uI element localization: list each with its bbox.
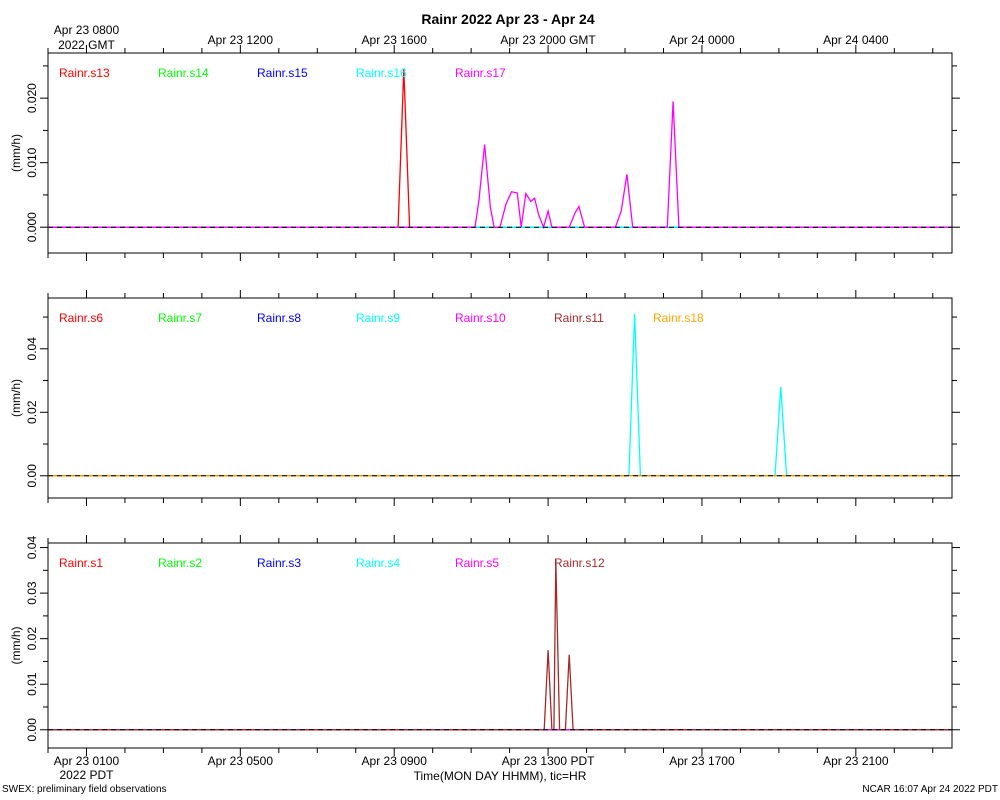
legend-label-Rainr.s10: Rainr.s10 <box>455 311 506 325</box>
bottom-axis-year-label: 2022 PDT <box>59 768 114 782</box>
legend-label-Rainr.s18: Rainr.s18 <box>653 311 704 325</box>
bottom-axis-tick-label: Apr 23 0500 <box>208 754 274 768</box>
y-tick-label: 0.04 <box>25 536 39 560</box>
bottom-axis-tick-label: Apr 23 2100 <box>823 754 889 768</box>
y-tick-label: 0.02 <box>25 400 39 424</box>
y-tick-label: 0.000 <box>25 212 39 242</box>
legend-label-Rainr.s15: Rainr.s15 <box>257 66 308 80</box>
top-axis-tick-label: Apr 23 0800 <box>54 23 120 37</box>
bottom-axis-tick-label: Apr 23 1300 PDT <box>502 754 595 768</box>
legend-label-Rainr.s4: Rainr.s4 <box>356 556 400 570</box>
legend-label-Rainr.s16: Rainr.s16 <box>356 66 407 80</box>
top-axis-tick-label: Apr 24 0000 <box>669 33 735 47</box>
footer-right-note: NCAR 16:07 Apr 24 2022 PDT <box>862 784 998 795</box>
series-line-Rainr.s12 <box>48 559 952 731</box>
legend-label-Rainr.s13: Rainr.s13 <box>59 66 110 80</box>
series-line-Rainr.s13 <box>48 69 952 228</box>
y-tick-label: 0.010 <box>25 147 39 177</box>
legend-label-Rainr.s1: Rainr.s1 <box>59 556 103 570</box>
chart-title: Rainr 2022 Apr 23 - Apr 24 <box>421 11 594 27</box>
y-tick-label: 0.020 <box>25 83 39 113</box>
chart-panel-3: 0.00 0.01 0.02 0.03 0.04 (mm/h) Rainr.s1 Rainr.… <box>9 535 960 756</box>
legend-label-Rainr.s17: Rainr.s17 <box>455 66 506 80</box>
legend-label-Rainr.s14: Rainr.s14 <box>158 66 209 80</box>
chart-panel-2: 0.00 0.02 0.04 (mm/h) Rainr.s6 Rainr.s7 Rainr.… <box>9 290 960 506</box>
legend-label-Rainr.s6: Rainr.s6 <box>59 311 103 325</box>
top-axis-tick-label: Apr 24 0400 <box>823 33 889 47</box>
legend-label-Rainr.s8: Rainr.s8 <box>257 311 301 325</box>
y-axis-label: (mm/h) <box>9 134 23 172</box>
y-axis-label: (mm/h) <box>9 379 23 417</box>
legend-label-Rainr.s2: Rainr.s2 <box>158 556 202 570</box>
legend-label-Rainr.s5: Rainr.s5 <box>455 556 499 570</box>
footer-left-note: SWEX: preliminary field observations <box>2 784 167 795</box>
y-tick-label: 0.01 <box>25 672 39 696</box>
top-axis-year-label: 2022 GMT <box>58 38 115 52</box>
y-tick-label: 0.00 <box>25 718 39 742</box>
legend-label-Rainr.s3: Rainr.s3 <box>257 556 301 570</box>
y-tick-label: 0.03 <box>25 581 39 605</box>
legend-label-Rainr.s11: Rainr.s11 <box>554 311 604 325</box>
x-axis-label: Time(MON DAY HHMM), tic=HR <box>414 769 587 783</box>
plot-frame <box>47 542 953 749</box>
y-axis-label: (mm/h) <box>9 627 23 665</box>
series-line-Rainr.s17 <box>48 101 952 230</box>
legend-label-Rainr.s9: Rainr.s9 <box>356 311 400 325</box>
legend-label-Rainr.s7: Rainr.s7 <box>158 311 202 325</box>
bottom-axis-tick-label: Apr 23 1700 <box>669 754 735 768</box>
plot-frame <box>47 52 953 254</box>
chart-panel-1: 0.000 0.010 0.020 (mm/h) Rainr.s13 Rainr.s14 R… <box>9 45 960 261</box>
series-line-Rainr.s9 <box>48 313 952 477</box>
top-axis-tick-label: Apr 23 1600 <box>362 33 428 47</box>
y-tick-label: 0.00 <box>25 464 39 488</box>
bottom-axis-tick-label: Apr 23 0100 <box>54 754 120 768</box>
bottom-axis-tick-label: Apr 23 0900 <box>362 754 428 768</box>
top-axis-tick-label: Apr 23 2000 GMT <box>500 33 596 47</box>
y-tick-label: 0.04 <box>25 337 39 361</box>
y-tick-label: 0.02 <box>25 627 39 651</box>
plot-frame <box>47 297 953 499</box>
top-axis-tick-label: Apr 23 1200 <box>208 33 274 47</box>
legend-label-Rainr.s12: Rainr.s12 <box>554 556 605 570</box>
